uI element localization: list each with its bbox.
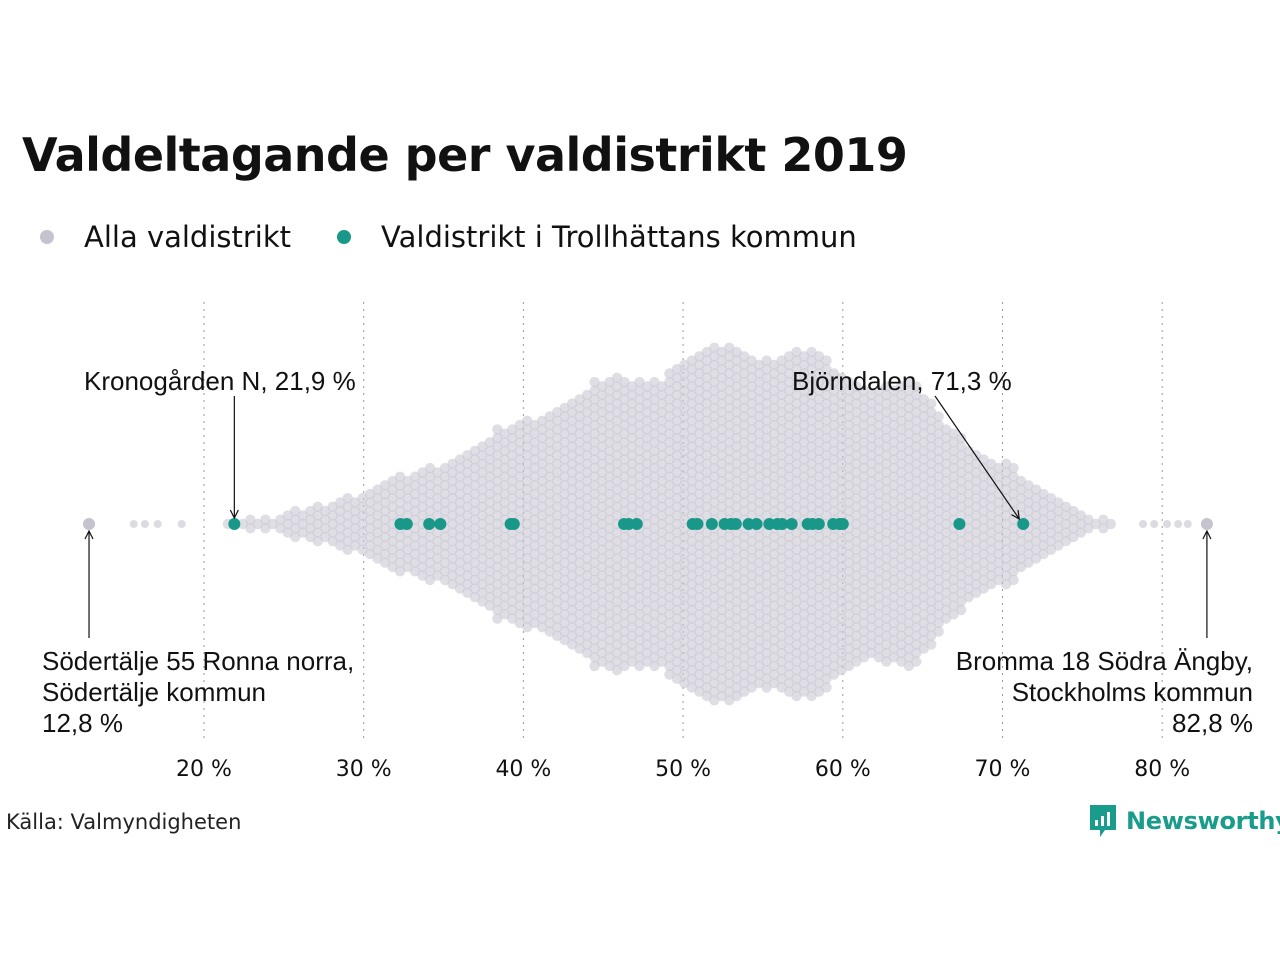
outlier-point — [153, 520, 162, 528]
trollhattan-point — [785, 518, 798, 530]
trollhattan-point — [691, 518, 704, 530]
x-tick-label: 40 % — [495, 757, 551, 782]
outlier-point — [1162, 520, 1171, 528]
all-district-point — [933, 411, 944, 422]
legend-item-trollhattan: Valdistrikt i Trollhättans kommun — [337, 220, 857, 254]
trollhattan-point — [705, 518, 718, 530]
newsworthy-logo-icon — [1090, 805, 1116, 837]
all-district-point — [911, 381, 922, 392]
annotation-kronogarden: Kronogården N, 21,9 % — [84, 366, 356, 396]
all-district-point — [926, 398, 937, 409]
all-districts-swarm — [222, 342, 1117, 706]
legend-dot-all — [40, 230, 54, 244]
outlier-point — [129, 520, 138, 528]
annotation-min-line: 12,8 % — [42, 708, 123, 738]
brand-name: Newsworthy — [1126, 807, 1280, 835]
all-district-point — [1105, 518, 1117, 530]
all-district-point — [955, 604, 967, 616]
annotation-min-line: Södertälje kommun — [42, 677, 266, 707]
x-tick-label: 80 % — [1134, 757, 1190, 782]
trollhattan-point — [1017, 518, 1030, 530]
extreme-point — [1200, 518, 1213, 530]
annotation-max-line: 82,8 % — [1172, 708, 1253, 738]
legend-label-all: Alla valdistrikt — [84, 220, 292, 254]
outlier-point — [1139, 520, 1148, 528]
annotation-kronogarden-line: Kronogården N, 21,9 % — [84, 366, 356, 396]
trollhattan-point — [776, 518, 789, 530]
annotation-bjorndalen-arrow — [934, 395, 1019, 519]
trollhattan-point — [812, 518, 825, 530]
x-tick-label: 20 % — [176, 757, 232, 782]
annotation-bjorndalen: Björndalen, 71,3 % — [792, 366, 1012, 396]
outlier-point — [177, 520, 186, 528]
outlier-point — [140, 520, 149, 528]
outlier-point — [1174, 520, 1183, 528]
all-district-point — [1008, 574, 1019, 586]
annotation-bjorndalen-line: Björndalen, 71,3 % — [792, 366, 1012, 396]
annotation-min: Södertälje 55 Ronna norra, Södertälje kom… — [42, 646, 354, 738]
trollhattan-point — [400, 518, 413, 530]
trollhattan-point — [836, 518, 849, 530]
x-tick-label: 70 % — [975, 757, 1031, 782]
x-tick-label: 50 % — [655, 757, 711, 782]
outlier-point — [1183, 520, 1192, 528]
all-district-point — [1008, 462, 1019, 474]
trollhattan-point — [729, 518, 742, 530]
legend-item-all: Alla valdistrikt — [40, 220, 291, 254]
trollhattan-point — [434, 518, 447, 530]
source-note: Källa: Valmyndigheten — [6, 810, 242, 834]
all-district-point — [911, 656, 922, 667]
all-district-point — [933, 626, 944, 637]
annotation-max: Bromma 18 Södra Ängby, Stockholms kommun 8… — [956, 646, 1253, 738]
all-district-point — [955, 432, 967, 444]
extreme-point — [83, 518, 96, 530]
x-tick-label: 60 % — [815, 757, 871, 782]
trollhattan-point — [630, 518, 643, 530]
trollhattan-point — [507, 518, 520, 530]
legend-dot-trollhattan — [337, 230, 352, 244]
all-district-point — [926, 639, 937, 650]
trollhattan-point — [750, 518, 763, 530]
annotation-min-line: Södertälje 55 Ronna norra, — [42, 646, 354, 676]
all-district-point — [821, 355, 832, 366]
legend: Alla valdistrikt Valdistrikt i Trollhätt… — [40, 220, 903, 254]
x-tick-label: 30 % — [336, 757, 392, 782]
annotation-max-line: Bromma 18 Södra Ängby, — [956, 646, 1253, 676]
trollhattan-point — [953, 518, 966, 530]
all-district-point — [821, 682, 832, 693]
trollhattan-point — [423, 518, 436, 530]
chart-title: Valdeltagande per valdistrikt 2019 — [22, 128, 908, 182]
annotation-max-line: Stockholms kommun — [1012, 677, 1253, 707]
brand: Newsworthy — [1088, 803, 1280, 839]
outlier-point — [1150, 520, 1159, 528]
legend-label-trollhattan: Valdistrikt i Trollhättans kommun — [381, 220, 857, 254]
trollhattan-point — [228, 518, 241, 530]
